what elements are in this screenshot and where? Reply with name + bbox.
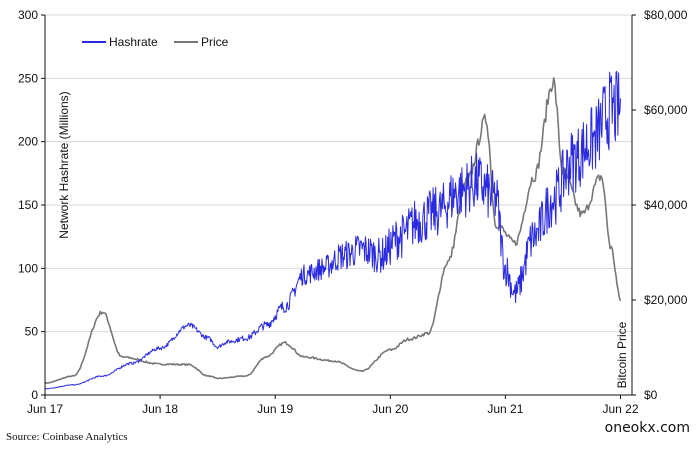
y-right-tick-label: $0 [644, 388, 658, 402]
legend-label-hashrate: Hashrate [109, 35, 158, 49]
y-left-tick-label: 250 [18, 71, 38, 85]
x-tick-label: Jun 17 [27, 402, 63, 416]
axes: 0 50 100 150 200 250 300 $0 $20,000 $40,000 $60,00… [18, 8, 688, 416]
hashrate-line [45, 70, 621, 390]
y-right-tick-label: $40,000 [644, 198, 688, 212]
x-tick-label: Jun 19 [257, 402, 293, 416]
y-left-tick-label: 200 [18, 135, 38, 149]
series-layer [44, 70, 622, 390]
x-tick-label: Jun 21 [487, 402, 523, 416]
y-left-tick-label: 50 [25, 325, 39, 339]
y-left-tick-label: 100 [18, 261, 38, 275]
source-note: Source: Coinbase Analytics [6, 431, 128, 443]
x-tick-label: Jun 18 [142, 402, 178, 416]
legend-label-price: Price [201, 35, 229, 49]
gridlines [45, 14, 632, 333]
watermark: oneokx.com [604, 420, 690, 436]
x-tick-label: Jun 22 [602, 402, 638, 416]
legend: Hashrate Price [82, 35, 229, 49]
y-right-tick-label: $60,000 [644, 103, 688, 117]
x-tick-label: Jun 20 [372, 402, 408, 416]
y-right-axis-title: Bitcoin Price [615, 321, 629, 388]
y-left-tick-label: 300 [18, 8, 38, 22]
y-left-tick-label: 150 [18, 198, 38, 212]
y-left-tick-label: 0 [31, 388, 38, 402]
y-right-tick-label: $80,000 [644, 8, 688, 22]
y-left-axis-title: Network Hashrate (Millions) [57, 91, 71, 238]
y-right-tick-label: $20,000 [644, 293, 688, 307]
